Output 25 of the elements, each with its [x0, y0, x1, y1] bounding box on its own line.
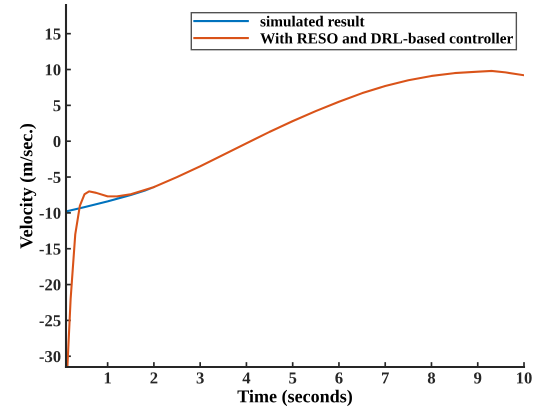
x-axis-title: Time (seconds) [238, 390, 352, 406]
y-tick-label: 5 [53, 100, 61, 112]
y-tick-label: -25 [40, 315, 61, 326]
x-tick-label: 1 [104, 372, 111, 384]
y-tick-label: -10 [40, 208, 61, 219]
x-tick-label: 10 [517, 372, 532, 384]
y-tick-label: 10 [46, 64, 61, 76]
line-series [66, 186, 155, 212]
legend-label: simulated result [260, 16, 365, 27]
y-tick-label: -15 [40, 244, 61, 255]
y-tick-label: 0 [53, 136, 61, 148]
y-tick-label: -20 [40, 279, 61, 291]
x-tick-label: 7 [382, 372, 389, 384]
x-tick-label: 3 [196, 372, 204, 384]
legend-label: With RESO and DRL-based controller [260, 32, 513, 44]
y-tick-label: -30 [40, 350, 61, 362]
y-tick-label: 15 [46, 28, 61, 40]
x-tick-label: 4 [242, 372, 250, 384]
x-tick-label: 8 [428, 372, 436, 384]
x-tick-label: 6 [335, 372, 343, 384]
x-tick-label: 5 [289, 372, 296, 384]
x-tick-label: 9 [474, 372, 482, 384]
y-tick-label: -5 [48, 172, 61, 183]
x-tick-label: 2 [150, 372, 158, 384]
y-axis-title: Velocity (m/sec.) [20, 124, 36, 249]
